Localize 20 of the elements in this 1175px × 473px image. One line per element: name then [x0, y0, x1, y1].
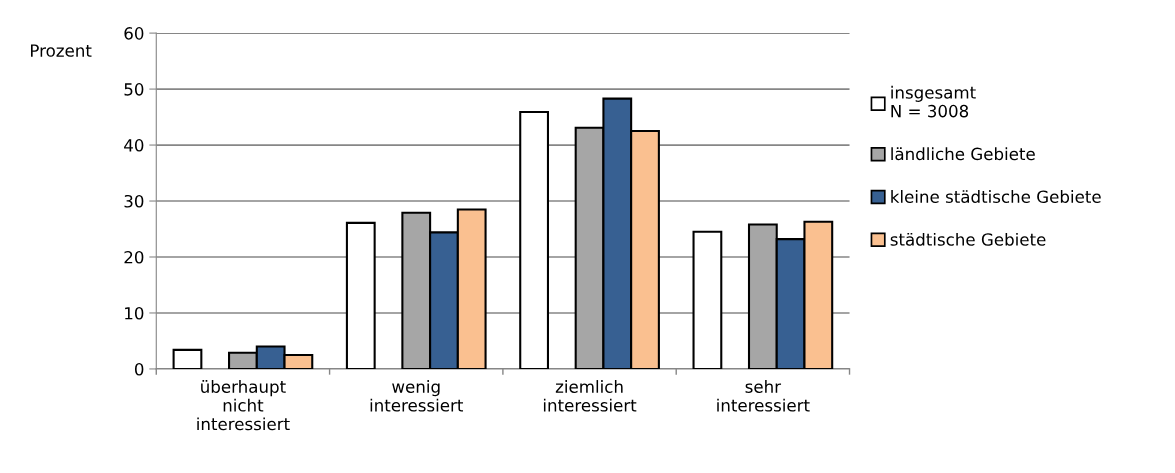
y-tick-label: 50 [124, 83, 144, 96]
y-tick-label: 10 [125, 306, 144, 320]
legend-label: kleine städtische Gebiete [891, 190, 1101, 204]
y-tick-label: 30 [124, 194, 144, 208]
x-tick-label: ziemlich interessiert [543, 380, 637, 412]
bar [345, 221, 376, 369]
x-tick-label: überhaupt nicht interessiert [197, 380, 290, 431]
legend-label: ländliche Gebiete [891, 147, 1035, 161]
bar [692, 230, 723, 369]
x-tick-label: wenig interessiert [370, 380, 464, 412]
y-tick-label: 20 [124, 250, 144, 264]
bar [172, 348, 203, 369]
y-tick-label: 0 [134, 362, 144, 376]
legend-label: insgesamt N = 3008 [891, 85, 976, 118]
y-axis-title: Prozent [31, 44, 92, 57]
legend-label: städtische Gebiete [890, 232, 1046, 246]
y-tick-label: 60 [124, 27, 144, 40]
bar [519, 110, 549, 369]
y-tick-label: 40 [124, 139, 144, 152]
x-tick-label: sehr interessiert [717, 380, 810, 412]
